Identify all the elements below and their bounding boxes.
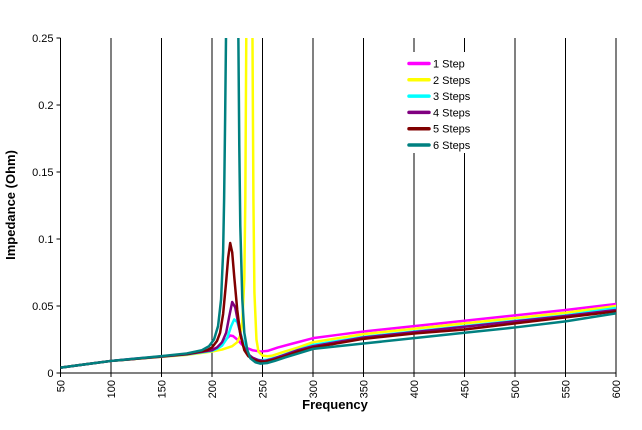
y-axis-title: Impedance (Ohm) — [3, 150, 18, 260]
legend-item-5-steps: 5 Steps — [407, 124, 471, 136]
axes — [56, 37, 617, 377]
x-axis-title: Frequency — [302, 397, 369, 412]
series-line-5-steps — [60, 241, 616, 369]
y-tick-label-0.25: 0.25 — [32, 33, 53, 45]
x-tick-label-150: 150 — [157, 380, 169, 398]
x-tick-label-200: 200 — [207, 380, 219, 398]
legend-item-4-steps: 4 Steps — [407, 107, 471, 119]
x-tick-label-500: 500 — [510, 380, 522, 398]
x-tick-label-100: 100 — [106, 380, 118, 398]
series-line-6-steps — [60, 38, 616, 369]
gridlines — [110, 38, 617, 373]
legend-label: 2 Steps — [433, 75, 471, 87]
legend-label: 1 Step — [433, 59, 465, 71]
legend-label: 3 Steps — [433, 91, 471, 103]
legend-label: 5 Steps — [433, 124, 471, 136]
x-tick-label-350: 350 — [359, 380, 371, 398]
tick-labels: 50 100 150 200 250 300 350 400 450 500 550 600 0 0.05… — [32, 33, 623, 398]
legend-item-2-steps: 2 Steps — [407, 75, 471, 87]
legend-label: 6 Steps — [433, 140, 471, 152]
x-tick-label-50: 50 — [56, 380, 68, 392]
y-tick-label-0.05: 0.05 — [32, 301, 53, 313]
legend-item-1-step: 1 Step — [407, 59, 465, 71]
x-tick-label-250: 250 — [258, 380, 270, 398]
x-tick-label-300: 300 — [308, 380, 320, 398]
legend: 1 Step 2 Steps 3 Steps 4 Steps 5 Steps 6 Step… — [402, 52, 500, 153]
x-tick-label-450: 450 — [460, 380, 472, 398]
x-tick-label-550: 550 — [561, 380, 573, 398]
legend-item-3-steps: 3 Steps — [407, 91, 471, 103]
legend-item-6-steps: 6 Steps — [407, 140, 471, 152]
y-tick-label-0.15: 0.15 — [32, 167, 53, 179]
y-tick-label-0.2: 0.2 — [38, 100, 53, 112]
y-tick-label-0: 0 — [47, 368, 53, 380]
series-lines — [60, 38, 616, 369]
x-tick-label-400: 400 — [409, 380, 421, 398]
legend-label: 4 Steps — [433, 107, 471, 119]
series-line-2-steps — [60, 38, 616, 369]
y-tick-label-0.1: 0.1 — [38, 234, 53, 246]
x-tick-label-600: 600 — [611, 380, 623, 398]
legend-background — [402, 52, 500, 153]
